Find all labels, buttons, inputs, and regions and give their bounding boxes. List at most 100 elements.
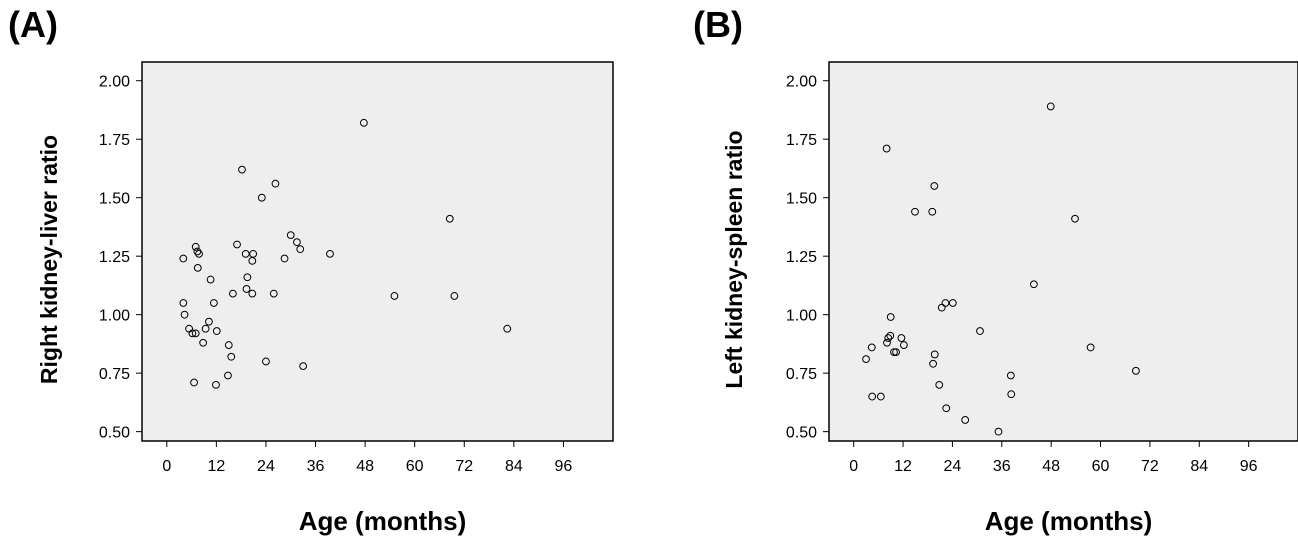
chartb-data-point xyxy=(1007,390,1016,399)
chartb-data-point xyxy=(890,348,898,356)
charta-data-point xyxy=(257,193,266,202)
charta-data-point xyxy=(299,362,308,371)
panel-label-a: (A) xyxy=(8,4,58,45)
chartb-data-point xyxy=(1086,343,1095,352)
charta-data-point xyxy=(248,289,257,298)
charta-data-point xyxy=(227,352,236,361)
charta-data-point xyxy=(503,324,512,333)
chartb-data-point xyxy=(876,392,885,401)
charta-data-point xyxy=(271,179,280,188)
charta-x-tick-label: 0 xyxy=(162,458,171,475)
chartb-data-point xyxy=(886,313,895,321)
charta-y-tick-label: 1.25 xyxy=(99,249,130,266)
charta-data-point xyxy=(269,289,278,298)
charta-data-point xyxy=(293,238,301,247)
chartb-data-point xyxy=(899,341,908,349)
charta-data-point xyxy=(206,275,215,284)
chartb-y-tick-label: 1.75 xyxy=(786,132,817,149)
chartb-y-tick-label: 0.75 xyxy=(786,366,817,383)
chartb-y-tick-label: 1.50 xyxy=(786,191,817,208)
charta-x-tick-label: 96 xyxy=(555,458,573,475)
chartb-data-point xyxy=(930,350,939,359)
chartb-x-tick-label: 96 xyxy=(1240,458,1258,475)
chartb-x-tick-label: 12 xyxy=(894,458,912,475)
charta-data-point xyxy=(193,247,202,256)
charta-data-point xyxy=(233,240,241,249)
chartb-data-point xyxy=(935,380,944,389)
charta-data-point xyxy=(286,231,295,240)
chartb-x-tick-label: 36 xyxy=(993,458,1011,475)
chartb-data-point xyxy=(911,207,919,216)
chartb-x-tick-label: 48 xyxy=(1042,458,1060,475)
chartb-x-tick-label: 84 xyxy=(1190,458,1208,475)
charta-data-point xyxy=(390,292,399,300)
charta-data-point xyxy=(205,317,213,326)
charta-data-point xyxy=(199,338,208,347)
charta-x-tick-label: 84 xyxy=(505,458,523,475)
chartb-x-tick-label: 72 xyxy=(1141,458,1159,475)
charta-data-point xyxy=(242,285,251,293)
charta-y-tick-label: 1.75 xyxy=(99,132,130,149)
charta-data-point xyxy=(445,214,454,223)
panel-label-b: (B) xyxy=(693,4,743,45)
charta-y-tick-label: 1.00 xyxy=(99,308,130,325)
charta-data-point xyxy=(249,249,258,258)
charta-x-tick-label: 12 xyxy=(207,458,225,475)
charta-data-point xyxy=(238,165,246,174)
chartb-data-point xyxy=(1029,280,1038,289)
chartb-plot-area xyxy=(828,61,1298,442)
chartb-x-tick-label: 0 xyxy=(849,458,858,475)
chartb-data-point xyxy=(862,355,870,364)
chartb-y-tick-label: 1.25 xyxy=(786,249,817,266)
chartb-data-point xyxy=(930,182,939,190)
chartb-data-point xyxy=(886,331,895,340)
chartb-x-tick-label: 60 xyxy=(1092,458,1110,475)
chartb-data-point xyxy=(994,427,1003,436)
charta-data-point xyxy=(296,245,305,254)
chartb-data-point xyxy=(961,416,970,424)
charta-data-point xyxy=(326,249,334,258)
chartb-data-point xyxy=(892,348,900,356)
charta-y-tick-label: 1.50 xyxy=(99,191,130,208)
chartb-data-point xyxy=(867,343,876,352)
charta-data-point xyxy=(191,242,200,251)
chartb-x-tick-label: 24 xyxy=(944,458,962,475)
charta-data-point xyxy=(241,249,250,258)
charta-x-tick-label: 36 xyxy=(307,458,325,475)
chartb-data-point xyxy=(928,207,937,216)
charta-y-tick-label: 2.00 xyxy=(99,74,130,91)
charta-data-point xyxy=(195,249,203,258)
charta-data-point xyxy=(450,292,459,300)
charta-data-point xyxy=(212,327,221,335)
chartb-data-point xyxy=(929,359,937,368)
chartb-data-point xyxy=(882,144,891,153)
charta-data-point xyxy=(179,254,188,263)
chartb-y-axis-title: Left kidney-spleen ratio xyxy=(721,130,747,388)
chartb-data-point xyxy=(1132,366,1140,375)
charta-data-point xyxy=(228,289,237,298)
chartb-y-tick-label: 0.50 xyxy=(786,425,817,442)
charta-data-point xyxy=(193,263,202,272)
charta-data-point xyxy=(224,371,232,380)
chartb-data-point xyxy=(868,392,877,401)
chartb-data-point xyxy=(976,327,984,335)
charta-data-point xyxy=(179,299,188,307)
charta-plot-area xyxy=(141,61,614,442)
chartb-y-tick-label: 2.00 xyxy=(786,74,817,91)
charta-data-point xyxy=(180,310,189,319)
charta-data-point xyxy=(209,299,218,307)
charta-y-tick-label: 0.50 xyxy=(99,425,130,442)
chartb-data-point xyxy=(942,404,951,413)
chartb-data-point xyxy=(937,303,946,312)
charta-data-point xyxy=(212,380,220,389)
charta-data-point xyxy=(262,357,270,366)
chartb-data-point xyxy=(1071,214,1079,223)
chartb-y-tick-label: 1.00 xyxy=(786,308,817,325)
chartb-data-point xyxy=(941,299,950,307)
charta-y-tick-label: 0.75 xyxy=(99,366,130,383)
charta-x-axis-title: Age (months) xyxy=(299,506,467,536)
charta-data-point xyxy=(201,324,210,333)
charta-data-point xyxy=(190,378,198,387)
charta-data-point xyxy=(188,329,197,338)
